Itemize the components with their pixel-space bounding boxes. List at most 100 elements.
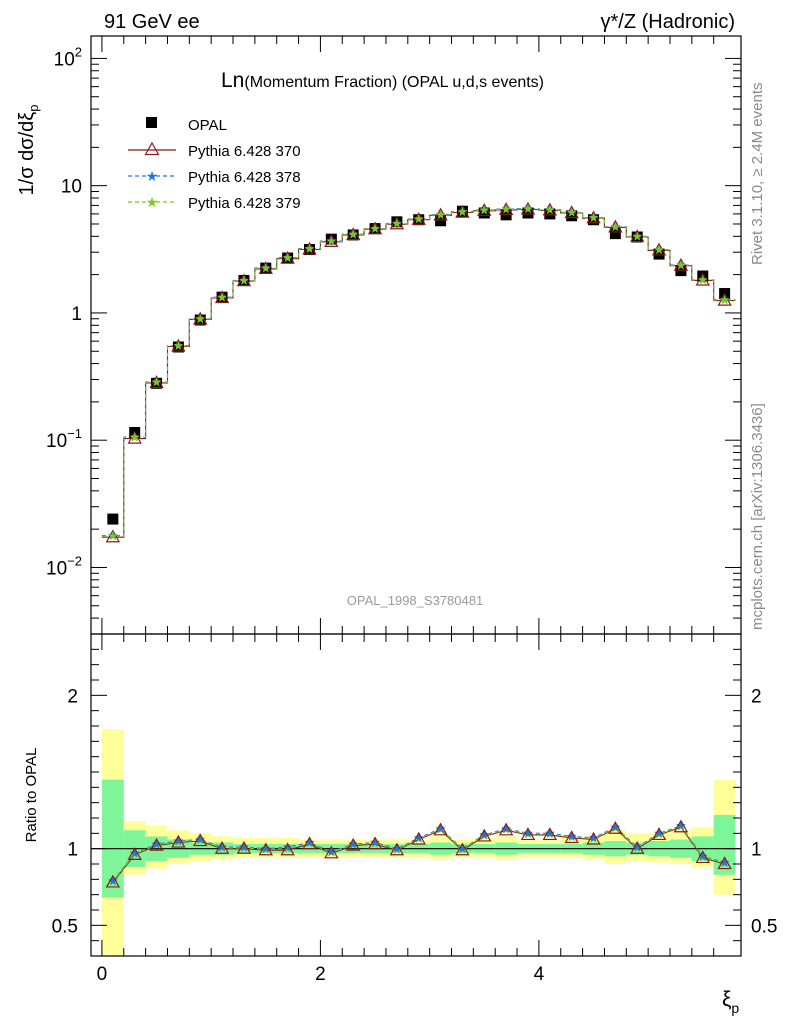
pythia-star-point xyxy=(457,207,468,217)
pythia-star-point xyxy=(282,253,293,263)
ratio-pythia370-point xyxy=(651,827,667,841)
y-tick-label: 10−2 xyxy=(46,553,82,579)
y-tick-label: 102 xyxy=(54,44,82,70)
opal-point xyxy=(566,210,578,222)
ratio-star-point xyxy=(501,823,511,833)
ratio-star-point xyxy=(129,848,140,858)
pythia-star-point xyxy=(479,205,489,215)
opal-point xyxy=(544,208,556,220)
legend-marker-370 xyxy=(144,141,160,156)
ratio-star-point xyxy=(304,837,315,847)
ratio-y-tick-label-left: 2 xyxy=(67,686,78,707)
ratio-star-point xyxy=(392,843,402,853)
pythia-star-point xyxy=(414,214,424,224)
ratio-star-point xyxy=(523,828,533,838)
ratio-pythia370-point xyxy=(673,819,689,833)
pythia-star-point xyxy=(566,207,577,217)
ratio-star-point xyxy=(479,829,489,839)
pythia-star-point xyxy=(501,204,511,214)
series-line-1 xyxy=(101,208,736,538)
pythia-star-point xyxy=(348,229,358,239)
ratio-pythia370-point xyxy=(105,874,121,888)
opal-point xyxy=(107,513,119,525)
legend: OPAL Pythia 6.428 370 ★ Pythia 6.428 378… xyxy=(128,117,301,212)
x-tick-label: 0 xyxy=(97,964,108,985)
header-energy: 91 GeV ee xyxy=(104,11,200,33)
ratio-star-point xyxy=(239,842,249,852)
ratio-star-point xyxy=(698,851,708,861)
ratio-pythia370-point xyxy=(455,842,470,856)
ratio-pythia370-point xyxy=(302,836,317,850)
ratio-pythia370-point xyxy=(630,840,645,854)
ratio-pythia370-point xyxy=(498,822,514,836)
pythia-star-point xyxy=(588,212,599,222)
legend-label-opal: OPAL xyxy=(188,117,227,134)
pythia-star-point xyxy=(654,245,664,255)
plot-title: Ln(Momentum Fraction) (OPAL u,d,s events… xyxy=(221,69,544,92)
pythia-star-point xyxy=(261,263,271,273)
ratio-pythia370-point xyxy=(345,837,361,851)
pythia-star-point xyxy=(698,275,708,285)
pythia-star-point xyxy=(370,223,380,233)
ratio-pythia370-point xyxy=(564,830,579,844)
ratio-pythia370-point xyxy=(695,850,710,864)
ratio-star-point xyxy=(588,832,599,842)
mcplots-ref: mcplots.cern.ch [arXiv:1306.3436] xyxy=(749,403,766,630)
pythia-star-point xyxy=(392,218,402,228)
ratio-pythia370-point xyxy=(520,827,536,841)
x-tick-label: 2 xyxy=(315,964,326,985)
pythia-star-point xyxy=(239,275,249,285)
ratio-star-point xyxy=(545,828,555,838)
ratio-star-point xyxy=(326,846,337,856)
opal-point xyxy=(653,248,665,260)
pythia-star-point xyxy=(545,205,555,214)
legend-marker-opal xyxy=(146,117,157,128)
legend-label-378: Pythia 6.428 378 xyxy=(188,169,301,186)
ratio-pythia370-point xyxy=(280,842,295,856)
pythia-star-point xyxy=(195,314,205,324)
opal-point xyxy=(478,207,490,219)
rivet-version: Rivet 3.1.10, ≥ 2.4M events xyxy=(749,83,766,266)
ratio-star-point xyxy=(195,834,205,844)
ratio-star-point xyxy=(435,823,446,833)
ratio-star-point xyxy=(457,843,468,853)
ratio-star-point xyxy=(414,832,424,842)
ratio-pythia370-point xyxy=(542,827,558,841)
pythia-star-point xyxy=(632,231,642,241)
opal-point xyxy=(435,215,447,227)
series-line-2 xyxy=(101,208,736,537)
header-process: γ*/Z (Hadronic) xyxy=(601,11,735,33)
ratio-star-point xyxy=(151,839,162,849)
pythia-star-point xyxy=(304,244,315,253)
ratio-star-point xyxy=(217,842,227,852)
ratio-frame xyxy=(90,633,742,957)
x-tick-label: 4 xyxy=(534,964,545,985)
ratio-y-tick-label-right: 1 xyxy=(751,840,762,861)
legend-marker-379: ★ xyxy=(146,195,159,211)
pythia-star-point xyxy=(108,531,118,541)
pythia-star-point xyxy=(523,204,533,214)
ratio-pythia370-point xyxy=(127,847,142,860)
ratio-axis-label: Ratio to OPAL xyxy=(23,748,40,843)
main-panel: 10−2 10−1 1 10 102 xyxy=(46,35,742,635)
ratio-y-tick-label-right: 0.5 xyxy=(751,916,777,937)
ratio-pythia370-point xyxy=(367,836,383,850)
uncertainty-band-inner xyxy=(101,779,124,898)
pythia-star-point xyxy=(435,210,446,220)
ratio-pythia370-point xyxy=(477,828,492,842)
ratio-pythia370-point xyxy=(411,831,426,845)
opal-point xyxy=(522,207,534,219)
ratio-pythia370-point xyxy=(214,840,230,854)
ratio-star-point xyxy=(566,831,577,841)
ratio-y-tick-label-left: 1 xyxy=(67,840,78,861)
pythia-star-point xyxy=(217,292,227,302)
y-tick-label: 1 xyxy=(71,304,82,325)
ratio-pythia370-point xyxy=(717,856,732,870)
ratio-star-point xyxy=(108,875,118,885)
pythia-star-point xyxy=(719,295,730,305)
opal-point xyxy=(609,228,621,240)
pythia-star-point xyxy=(173,341,184,350)
pythia-star-point xyxy=(610,222,621,232)
ratio-pythia370-point xyxy=(608,821,623,834)
